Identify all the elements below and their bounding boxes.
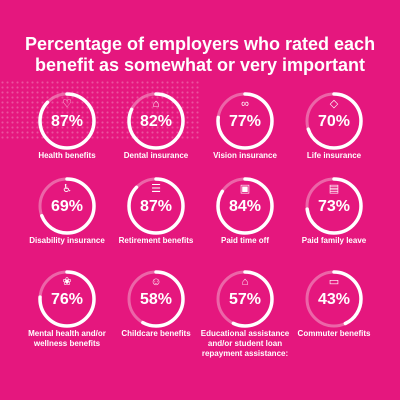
benefit-label: Paid family leave — [301, 236, 367, 245]
benefit-percentage: 70% — [317, 113, 351, 130]
benefit-percentage: 43% — [317, 291, 351, 308]
progress-ring — [126, 91, 186, 151]
progress-arc — [127, 92, 185, 150]
benefit-label: Childcare benefits — [121, 329, 191, 338]
progress-ring — [126, 176, 186, 236]
heartbeat-icon: ♡ — [62, 98, 72, 110]
benefit-label: Paid time off — [220, 236, 269, 245]
graduation-cap-icon: ⌂ — [241, 276, 249, 288]
progress-ring-svg — [216, 270, 274, 328]
progress-ring — [37, 269, 97, 329]
benefit-percentage: 82% — [139, 113, 173, 130]
decorative-dot-pattern — [0, 80, 200, 140]
progress-ring — [215, 91, 275, 151]
benefit-label: Commuter benefits — [297, 329, 371, 338]
benefit-percentage: 87% — [139, 198, 173, 215]
progress-arc — [38, 177, 96, 235]
progress-ring — [304, 269, 364, 329]
progress-ring-svg — [305, 177, 363, 235]
progress-ring-svg — [127, 177, 185, 235]
progress-ring-svg — [38, 270, 96, 328]
progress-ring-svg — [216, 92, 274, 150]
benefit-label: Dental insurance — [123, 151, 189, 160]
bus-icon: ▭ — [328, 276, 340, 288]
progress-arc — [305, 270, 363, 328]
progress-arc — [127, 270, 185, 328]
benefit-percentage: 57% — [228, 291, 262, 308]
benefit-percentage: 69% — [50, 198, 84, 215]
tooth-icon: ⌂ — [152, 98, 160, 110]
progress-ring-svg — [38, 92, 96, 150]
progress-arc — [38, 270, 96, 328]
benefit-percentage: 77% — [228, 113, 262, 130]
progress-ring — [304, 91, 364, 151]
benefit-label: Life insurance — [306, 151, 362, 160]
benefit-label: Vision insurance — [213, 151, 277, 160]
chart-title: Percentage of employers who rated each b… — [24, 34, 376, 75]
benefit-label: Mental health and/or wellness benefits — [28, 329, 106, 348]
progress-ring-svg — [127, 92, 185, 150]
progress-ring-svg — [305, 270, 363, 328]
benefit-label: Educational assistance and/or student lo… — [200, 329, 290, 358]
benefit-label: Disability insurance — [29, 236, 105, 245]
family-photo-icon: ▤ — [328, 183, 340, 195]
benefit-percentage: 76% — [50, 291, 84, 308]
glasses-icon: ∞ — [241, 98, 249, 110]
progress-ring-svg — [127, 270, 185, 328]
progress-arc — [127, 177, 185, 235]
progress-arc — [305, 92, 363, 150]
progress-ring — [304, 176, 364, 236]
document-icon: ☰ — [151, 183, 161, 195]
progress-arc — [216, 270, 274, 328]
child-icon: ☺ — [150, 276, 162, 288]
progress-ring-svg — [216, 177, 274, 235]
progress-arc — [305, 177, 363, 235]
benefit-percentage: 58% — [139, 291, 173, 308]
progress-arc — [38, 92, 96, 150]
progress-ring-svg — [305, 92, 363, 150]
accessibility-icon: ♿ — [62, 183, 72, 195]
shield-icon: ◇ — [329, 98, 339, 110]
benefit-label: Retirement benefits — [118, 236, 194, 245]
progress-arc — [216, 177, 274, 235]
progress-ring — [126, 269, 186, 329]
progress-ring — [37, 176, 97, 236]
progress-ring — [37, 91, 97, 151]
benefit-percentage: 87% — [50, 113, 84, 130]
progress-ring-svg — [38, 177, 96, 235]
brain-icon: ❀ — [62, 276, 72, 288]
calendar-icon: ▣ — [239, 183, 251, 195]
benefit-percentage: 84% — [228, 198, 262, 215]
progress-ring — [215, 176, 275, 236]
progress-arc — [216, 92, 274, 150]
benefit-label: Health benefits — [38, 151, 96, 160]
progress-ring — [215, 269, 275, 329]
benefit-percentage: 73% — [317, 198, 351, 215]
